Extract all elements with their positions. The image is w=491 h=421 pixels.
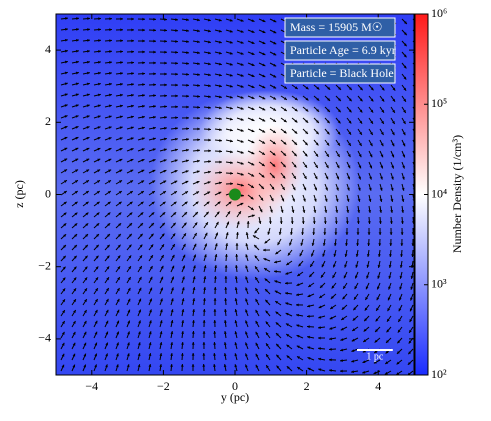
- x-tick-label: −4: [85, 379, 98, 393]
- annotation: Mass = 15905 M☉: [290, 20, 383, 34]
- x-tick-label: 2: [304, 379, 310, 393]
- colorbar-label: Number Density (1/cm³): [450, 135, 464, 253]
- colorbar-tick-label: 10⁶: [431, 6, 447, 20]
- y-tick-label: 4: [45, 42, 51, 56]
- y-tick-label: −4: [38, 331, 51, 345]
- x-tick-label: 4: [375, 379, 381, 393]
- colorbar-tick-label: 10⁴: [431, 186, 447, 200]
- colorbar-tick-label: 10²: [431, 367, 447, 381]
- y-tick-label: 0: [45, 186, 51, 200]
- x-tick-label: 0: [232, 379, 238, 393]
- annotation: Particle = Black Hole: [290, 66, 394, 80]
- annotation: Particle Age = 6.9 kyr: [290, 43, 396, 57]
- y-axis-label: z (pc): [12, 180, 26, 208]
- particle: [229, 189, 241, 201]
- y-tick-label: 2: [45, 114, 51, 128]
- scale-bar-label: 1 pc: [366, 351, 384, 362]
- colorbar-tick-label: 10⁵: [431, 96, 447, 110]
- y-tick-label: −2: [38, 258, 51, 272]
- x-tick-label: −2: [157, 379, 170, 393]
- colorbar-tick-label: 10³: [431, 277, 447, 291]
